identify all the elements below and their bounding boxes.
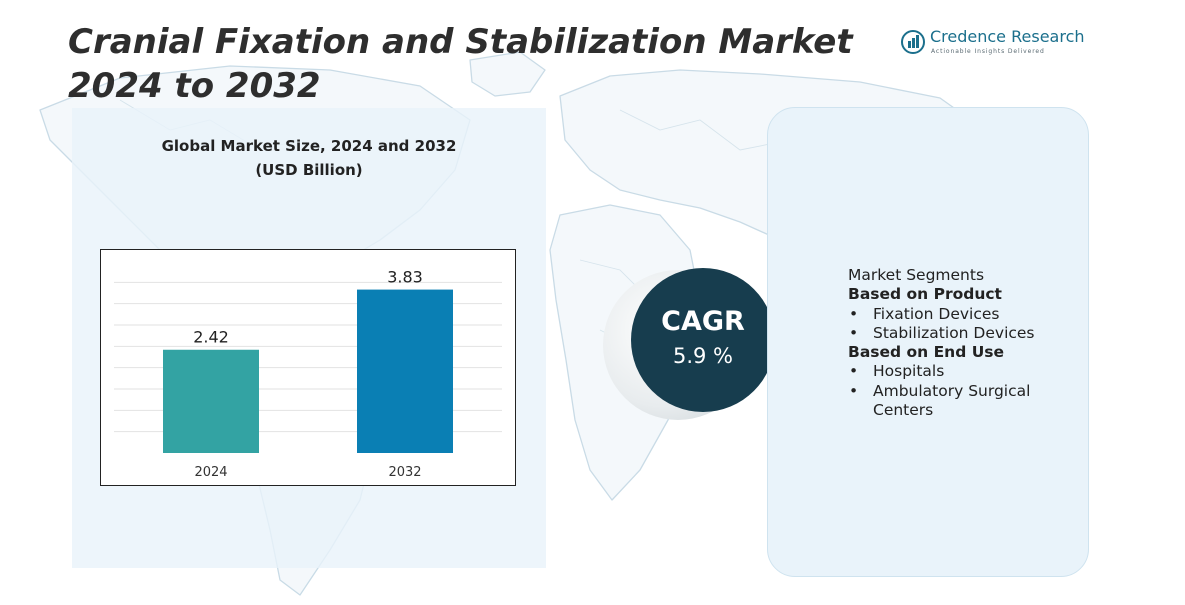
bar-chart-circle-icon (901, 30, 925, 54)
chart-unit-label: (USD Billion) (255, 161, 363, 179)
data-label-2024: 2.42 (193, 328, 229, 347)
segment-item: Hospitals (848, 362, 1078, 382)
logo-tagline: Actionable Insights Delivered (931, 48, 1045, 55)
segment-item: Stabilization Devices (848, 324, 1078, 344)
data-label-2032: 3.83 (387, 268, 423, 287)
segments-heading: Market Segments (848, 266, 985, 284)
bar-2032 (357, 289, 453, 453)
segment-group-product: Based on Product Fixation Devices Stabil… (848, 285, 1078, 343)
segment-item: Fixation Devices (848, 305, 1078, 325)
category-label-2024: 2024 (194, 465, 227, 480)
cagr-label: CAGR (661, 306, 745, 337)
chart-bars (163, 289, 453, 453)
market-segments: Market Segments Based on Product Fixatio… (848, 266, 1078, 420)
segment-list: Hospitals Ambulatory Surgical Centers (848, 362, 1078, 420)
chart-data-labels: 2.42 3.83 (193, 268, 423, 347)
segment-list: Fixation Devices Stabilization Devices (848, 305, 1078, 344)
cagr-value: 5.9 % (672, 344, 734, 368)
chart-category-labels: 2024 2032 (194, 465, 421, 480)
market-size-bar-chart: 2.42 3.83 2024 2032 (100, 249, 516, 486)
cagr-circle: CAGR 5.9 % (631, 268, 775, 412)
category-label-2032: 2032 (388, 465, 421, 480)
cagr-badge: CAGR 5.9 % (603, 268, 775, 440)
segment-group-title: Based on End Use (848, 343, 1005, 362)
bar-2024 (163, 349, 259, 453)
segment-item: Ambulatory Surgical Centers (848, 382, 1078, 421)
segment-group-end-use: Based on End Use Hospitals Ambulatory Su… (848, 343, 1078, 420)
logo-name: Credence Research (930, 27, 1085, 46)
segment-group-title: Based on Product (848, 285, 1002, 304)
page-title: Cranial Fixation and Stabilization Marke… (68, 22, 853, 106)
chart-title: Global Market Size, 2024 and 2032 (161, 137, 457, 155)
